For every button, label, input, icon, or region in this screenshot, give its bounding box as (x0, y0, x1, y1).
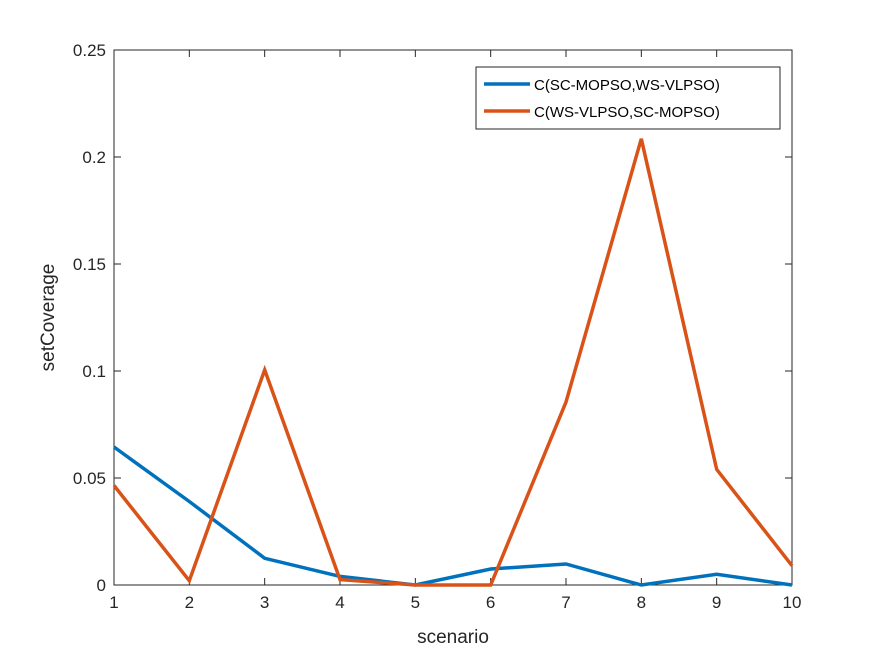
x-tick-label: 5 (411, 593, 420, 612)
x-tick-label: 1 (109, 593, 118, 612)
x-tick-label: 7 (561, 593, 570, 612)
legend: C(SC-MOPSO,WS-VLPSO) C(WS-VLPSO,SC-MOPSO) (475, 66, 781, 130)
x-tick-label: 10 (783, 593, 802, 612)
series-line-2 (112, 138, 794, 587)
ticks: 1 2 3 4 5 6 7 8 9 10 0 0.05 0.1 0.15 0.2 0.25 (73, 41, 802, 612)
y-axis-label: setCoverage (38, 264, 59, 372)
legend-entries: C(SC-MOPSO,WS-VLPSO) C(WS-VLPSO,SC-MOPSO) (484, 77, 720, 121)
series-line-1 (112, 445, 793, 587)
y-tick-label: 0.15 (73, 255, 106, 274)
y-tick-label: 0.1 (82, 362, 106, 381)
x-tick-label: 8 (637, 593, 646, 612)
y-tick-label: 0 (97, 576, 106, 595)
x-tick-label: 6 (486, 593, 495, 612)
series-lines (112, 138, 794, 587)
y-tick-label: 0.25 (73, 41, 106, 60)
x-tick-label: 9 (712, 593, 721, 612)
axes-box (113, 49, 793, 586)
x-tick-label: 4 (335, 593, 344, 612)
legend-label-1: C(SC-MOPSO,WS-VLPSO) (534, 77, 720, 94)
legend-box (475, 66, 781, 130)
x-tick-label: 3 (260, 593, 269, 612)
legend-label-2: C(WS-VLPSO,SC-MOPSO) (534, 104, 720, 121)
y-tick-label: 0.2 (82, 148, 106, 167)
x-axis-label: scenario (417, 627, 489, 648)
x-tick-label: 2 (185, 593, 194, 612)
y-tick-label: 0.05 (73, 469, 106, 488)
